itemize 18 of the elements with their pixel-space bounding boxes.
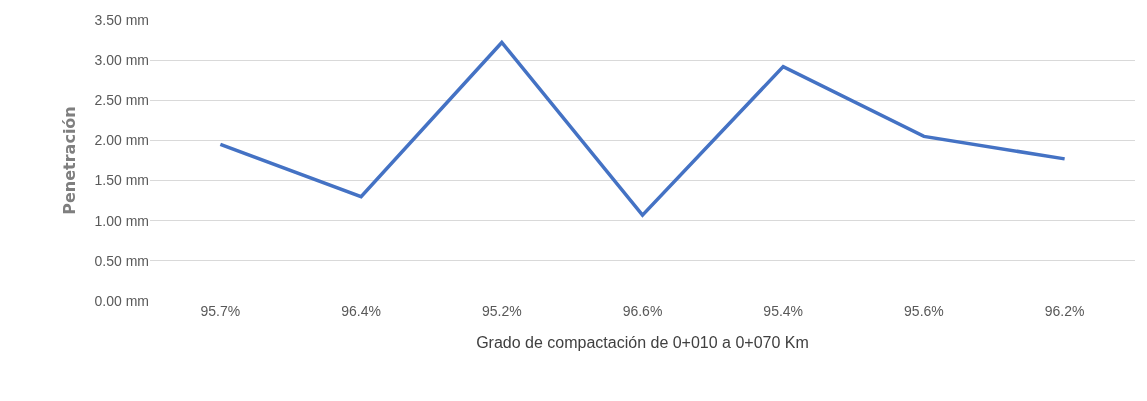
x-tick-label: 96.2%	[1044, 303, 1085, 319]
y-tick-label: 3.00 mm	[94, 52, 149, 69]
x-tick-label: 95.7%	[200, 303, 241, 319]
y-tick-label: 2.00 mm	[94, 132, 149, 149]
x-axis-title: Grado de compactación de 0+010 a 0+070 Km	[476, 333, 809, 351]
y-tick-label: 2.50 mm	[94, 92, 149, 109]
x-tick-label: 95.2%	[481, 303, 522, 319]
y-tick-label: 0.50 mm	[94, 252, 149, 269]
x-tick-label: 95.4%	[763, 303, 804, 319]
x-tick-label: 95.6%	[904, 303, 944, 319]
x-tick-label: 96.4%	[341, 303, 381, 319]
y-tick-label: 3.50 mm	[94, 11, 149, 28]
line-series	[218, 40, 1067, 217]
y-tick-label: 1.50 mm	[94, 172, 149, 189]
y-tick-label: 0.00 mm	[94, 292, 149, 309]
y-axis-title: Penetración	[60, 106, 80, 215]
y-tick-label: 1.00 mm	[94, 212, 149, 229]
x-tick-label: 96.6%	[622, 303, 663, 319]
